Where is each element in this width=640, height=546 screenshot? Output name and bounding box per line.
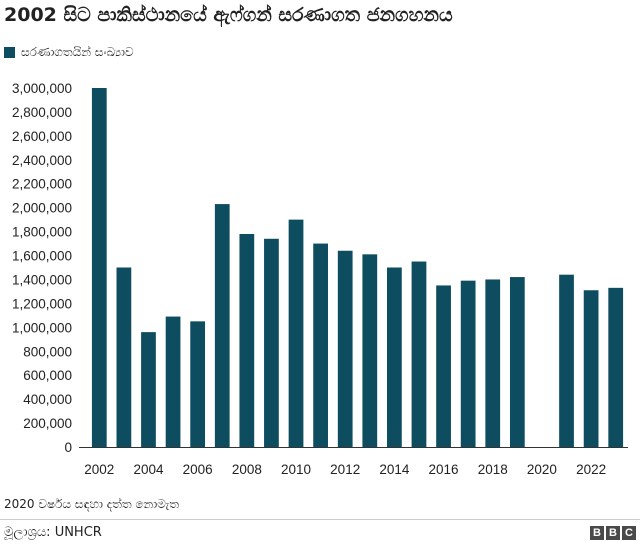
bar-2014 xyxy=(387,267,402,447)
bar-2011 xyxy=(313,243,328,447)
y-tick-label: 1,000,000 xyxy=(12,320,72,335)
bar-2019 xyxy=(509,277,525,447)
footer-divider xyxy=(0,519,640,520)
x-tick-label: 2002 xyxy=(84,462,114,477)
bbc-logo-letter: C xyxy=(622,526,636,540)
bar-2008 xyxy=(239,233,255,447)
legend-swatch xyxy=(4,47,15,58)
bar-chart: 0 200,000 400,000 600,000 800,000 1,000,000 1,… xyxy=(12,81,628,477)
bar-2022 xyxy=(583,290,599,447)
y-tick-label: 200,000 xyxy=(23,416,72,431)
bar-2013 xyxy=(362,254,378,447)
x-tick-label: 2016 xyxy=(429,462,459,477)
chart-title: 2002 සිට පාකිස්ථානයේ ඇෆ්ගන් සරණාගත ජනගහන… xyxy=(4,4,453,26)
bar-2015 xyxy=(411,261,427,447)
bar-2023 xyxy=(608,287,624,447)
x-tick-label: 2022 xyxy=(576,462,606,477)
y-tick-label: 1,600,000 xyxy=(12,249,72,264)
bbc-logo-letter: B xyxy=(606,526,620,540)
bar-2018 xyxy=(485,279,501,447)
legend-label: සරණාගතයින් සංඛ්‍යාව xyxy=(21,45,134,59)
bar-2017 xyxy=(460,280,476,447)
y-tick-label: 1,200,000 xyxy=(12,296,72,311)
chart-note: 2020 වර්ෂය සඳහා දත්ත නොමැත xyxy=(4,497,179,511)
y-tick-label: 2,200,000 xyxy=(12,177,72,192)
y-tick-label: 2,600,000 xyxy=(12,129,72,144)
bar-2009 xyxy=(264,238,279,447)
bar-2004 xyxy=(141,332,156,447)
bar-2007 xyxy=(214,204,230,447)
y-tick-label: 1,800,000 xyxy=(12,225,72,240)
bar-2021 xyxy=(559,274,574,447)
y-axis-ticks: 0 200,000 400,000 600,000 800,000 1,000,000 1,… xyxy=(12,81,72,455)
y-tick-label: 800,000 xyxy=(23,344,72,359)
y-tick-label: 0 xyxy=(64,440,72,455)
y-tick-label: 3,000,000 xyxy=(12,81,72,96)
y-tick-label: 2,800,000 xyxy=(12,105,72,120)
bar-2006 xyxy=(190,321,206,447)
bars xyxy=(91,88,624,447)
x-axis-ticks: 2002 2004 2006 2008 2010 2012 2014 2016 2018 2020… xyxy=(84,462,606,477)
x-tick-label: 2004 xyxy=(133,462,164,477)
legend: සරණාගතයින් සංඛ්‍යාව xyxy=(4,45,134,60)
x-tick-label: 2014 xyxy=(379,462,410,477)
bbc-logo: B B C xyxy=(590,526,636,540)
y-tick-label: 2,400,000 xyxy=(12,153,72,168)
x-tick-label: 2006 xyxy=(183,462,213,477)
bar-2003 xyxy=(116,267,132,447)
bar-2010 xyxy=(288,219,304,447)
x-tick-label: 2020 xyxy=(527,462,557,477)
x-tick-label: 2010 xyxy=(281,462,311,477)
bar-2012 xyxy=(337,250,353,447)
bar-2005 xyxy=(165,316,181,447)
y-tick-label: 1,400,000 xyxy=(12,272,72,287)
bar-2016 xyxy=(436,285,451,447)
y-tick-label: 2,000,000 xyxy=(12,201,72,216)
bar-2002 xyxy=(91,88,107,447)
y-tick-label: 400,000 xyxy=(23,392,72,407)
x-tick-label: 2008 xyxy=(232,462,262,477)
x-tick-label: 2018 xyxy=(478,462,508,477)
x-tick-label: 2012 xyxy=(330,462,360,477)
source-text: මූලාශ්‍රය: UNHCR xyxy=(4,525,102,540)
bbc-logo-letter: B xyxy=(590,526,604,540)
y-tick-label: 600,000 xyxy=(23,368,72,383)
